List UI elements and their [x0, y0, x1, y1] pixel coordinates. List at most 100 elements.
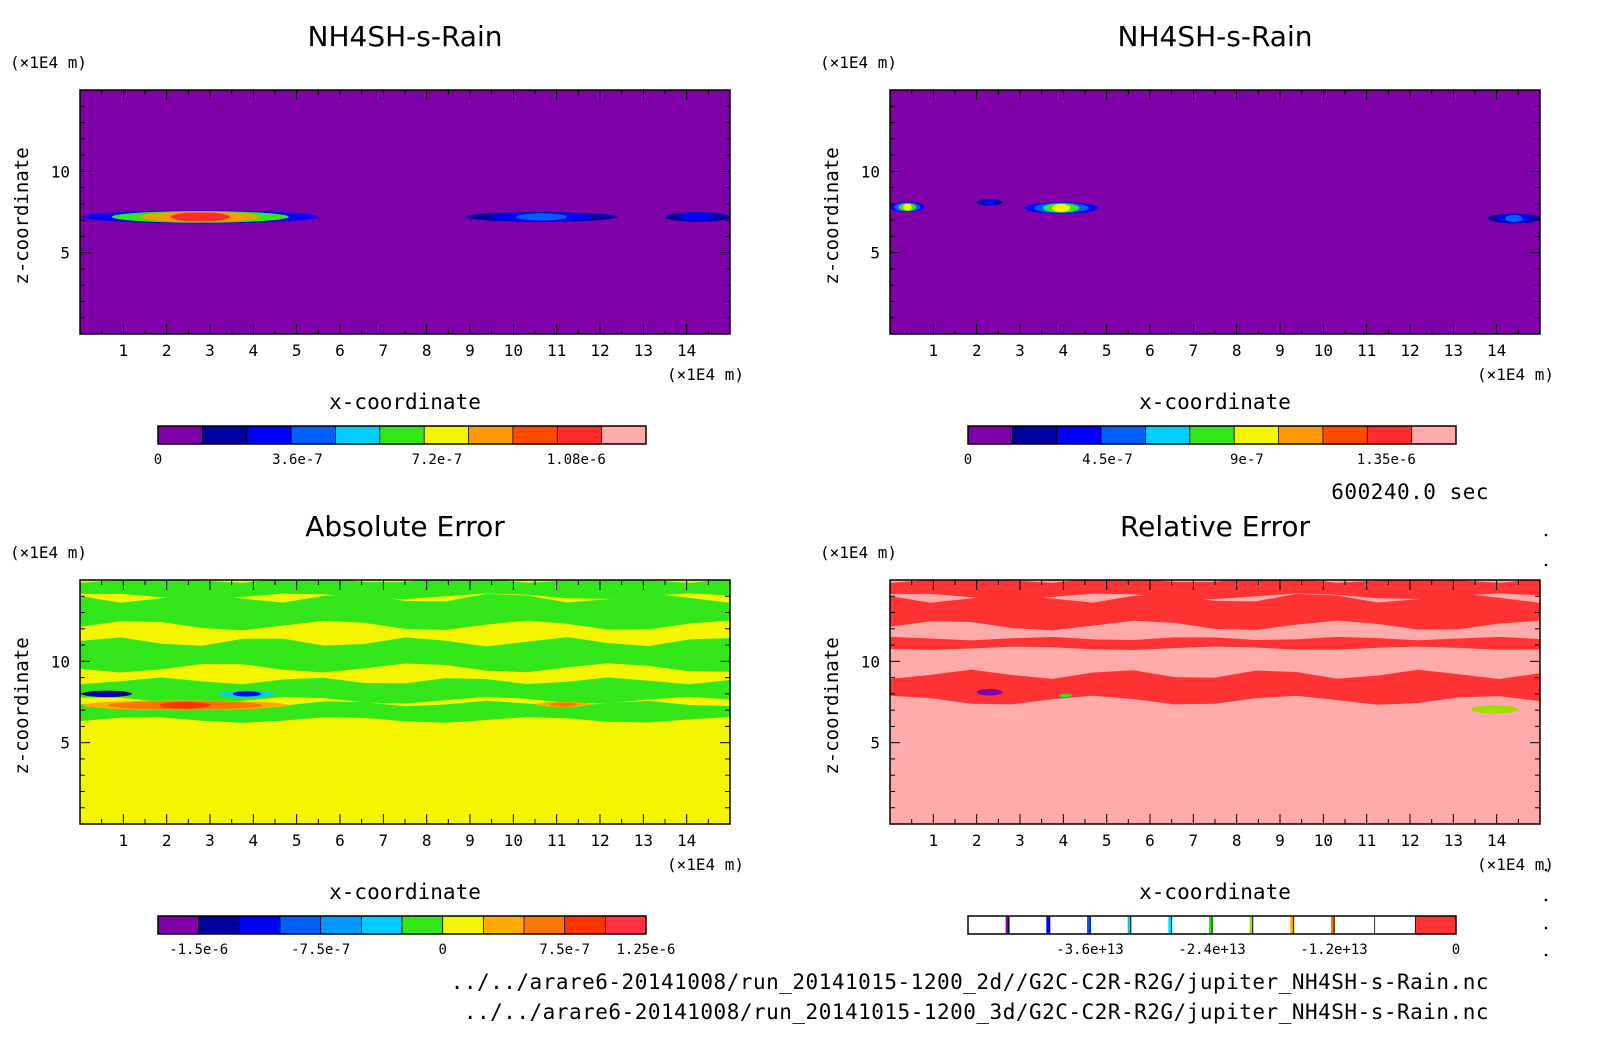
colorbar-tick-label: 1.08e-6	[547, 452, 606, 468]
y-axis-label: z-coordinate	[821, 637, 843, 774]
plot-area	[80, 90, 730, 334]
colorbar-tick-label: 0	[154, 452, 162, 468]
x-tick-label: 5	[1102, 341, 1112, 360]
colorbar-mark	[1087, 916, 1091, 934]
x-tick-label: 14	[677, 341, 696, 360]
colorbar-cell	[202, 426, 248, 444]
x-tick-label: 2	[162, 831, 172, 850]
footer-path-3d: ../../arare6-20141008/run_20141015-1200_…	[463, 1000, 1489, 1024]
contour-feature	[535, 702, 592, 707]
contour-level	[983, 199, 997, 205]
panel-1: NH4SH-s-Rain(×1E4 m)1 2 3 4 5 6 7 8 9 10 11 12 13 145…	[10, 20, 744, 468]
colorbar-cell	[1189, 426, 1235, 444]
colorbar-cell	[512, 426, 558, 444]
contour-level	[516, 213, 567, 221]
colorbar-cell	[1234, 426, 1280, 444]
y-tick-label: 5	[60, 244, 70, 263]
colorbar-cell	[239, 916, 281, 934]
plot-area	[890, 580, 1540, 824]
contour-feature	[1470, 705, 1519, 714]
contour-level	[556, 702, 571, 707]
colorbar-tick-label: 7.2e-7	[412, 452, 463, 468]
colorbar-tick-label: -1.2e+13	[1300, 942, 1367, 958]
x-tick-label: 7	[379, 341, 389, 360]
x-tick-label: 7	[1189, 341, 1199, 360]
x-tick-label: 8	[1232, 341, 1242, 360]
chart-title: Absolute Error	[305, 510, 505, 543]
colorbar: 0 4.5e-7 9e-7 1.35e-6	[964, 425, 1457, 468]
x-tick-label: 4	[249, 831, 259, 850]
dot-mark	[1544, 898, 1548, 902]
colorbar-tick-label: 0	[964, 452, 972, 468]
colorbar-cell	[424, 426, 470, 444]
colorbar-tick-label: -7.5e-7	[291, 942, 350, 958]
contour-band	[890, 592, 1540, 631]
x-tick-label: 14	[1487, 341, 1506, 360]
contour-level	[82, 690, 132, 698]
x-axis-label: x-coordinate	[1139, 390, 1291, 414]
colorbar-mark	[1046, 916, 1051, 934]
x-tick-label: 8	[1232, 831, 1242, 850]
contour-feature	[976, 198, 1003, 206]
colorbar-frame	[157, 425, 647, 445]
contour-level	[1488, 706, 1501, 713]
contour-level	[976, 688, 1003, 696]
x-tick-label: 1	[119, 341, 129, 360]
contour-level	[232, 691, 261, 697]
contour-feature	[1024, 202, 1098, 214]
colorbar-frame	[967, 425, 1457, 445]
x-tick-label: 13	[634, 831, 653, 850]
x-tick-label: 5	[1102, 831, 1112, 850]
colorbar-tick-label: 1.25e-6	[616, 942, 675, 958]
x-tick-label: 2	[972, 341, 982, 360]
contour-feature	[976, 688, 1003, 696]
x-tick-label: 10	[504, 831, 523, 850]
y-tick-label: 5	[870, 244, 880, 263]
colorbar-cell	[1012, 426, 1058, 444]
colorbar-mark	[1249, 916, 1254, 934]
y-tick-label: 5	[870, 734, 880, 753]
y-tick-label: 5	[60, 734, 70, 753]
x-tick-label: 1	[929, 341, 939, 360]
y-tick-label: 10	[861, 162, 880, 181]
y-tick-label: 10	[51, 162, 70, 181]
panel-4: Relative Error(×1E4 m)1 2 3 4 5 6 7 8 9 10 11 12 13 1…	[820, 510, 1554, 958]
x-tick-label: 14	[677, 831, 696, 850]
colorbar-cell	[1101, 426, 1146, 444]
x-unit-label: (×1E4 m)	[1477, 365, 1554, 384]
contour-feature	[890, 202, 925, 212]
x-axis-label: x-coordinate	[1139, 880, 1291, 904]
panel-2: NH4SH-s-Rain(×1E4 m)1 2 3 4 5 6 7 8 9 10 11 12 13 145…	[820, 20, 1554, 468]
y-unit-label: (×1E4 m)	[10, 53, 87, 72]
x-tick-label: 13	[634, 341, 653, 360]
colorbar-cell	[158, 916, 200, 934]
x-tick-label: 14	[1487, 831, 1506, 850]
colorbar-cell	[468, 426, 514, 444]
colorbar-cell	[379, 426, 425, 444]
colorbar-cell	[557, 426, 603, 444]
x-tick-label: 11	[1357, 341, 1376, 360]
x-tick-label: 4	[1059, 341, 1069, 360]
y-unit-label: (×1E4 m)	[820, 53, 897, 72]
y-unit-label: (×1E4 m)	[820, 543, 897, 562]
x-tick-label: 4	[1059, 831, 1069, 850]
colorbar-mark	[1005, 916, 1010, 934]
x-tick-label: 10	[504, 341, 523, 360]
colorbar-tick-label: 3.6e-7	[272, 452, 323, 468]
contour-feature	[218, 690, 275, 698]
contour-level	[170, 212, 230, 222]
colorbar-cell	[601, 426, 647, 444]
contour-band	[890, 669, 1540, 705]
colorbar-cell	[1411, 426, 1457, 444]
x-unit-label: (×1E4 m)	[667, 855, 744, 874]
contour-feature	[1488, 213, 1540, 224]
contour-feature	[82, 700, 289, 711]
x-tick-label: 8	[422, 831, 432, 850]
x-tick-label: 12	[1400, 341, 1419, 360]
contour-feature	[665, 212, 730, 222]
y-axis-label: z-coordinate	[11, 637, 33, 774]
colorbar-cell	[335, 426, 381, 444]
x-tick-label: 3	[205, 341, 215, 360]
panel-3: Absolute Error(×1E4 m)1 2 3 4 5 6 7 8 9 10 11 12 13 1…	[10, 510, 744, 958]
